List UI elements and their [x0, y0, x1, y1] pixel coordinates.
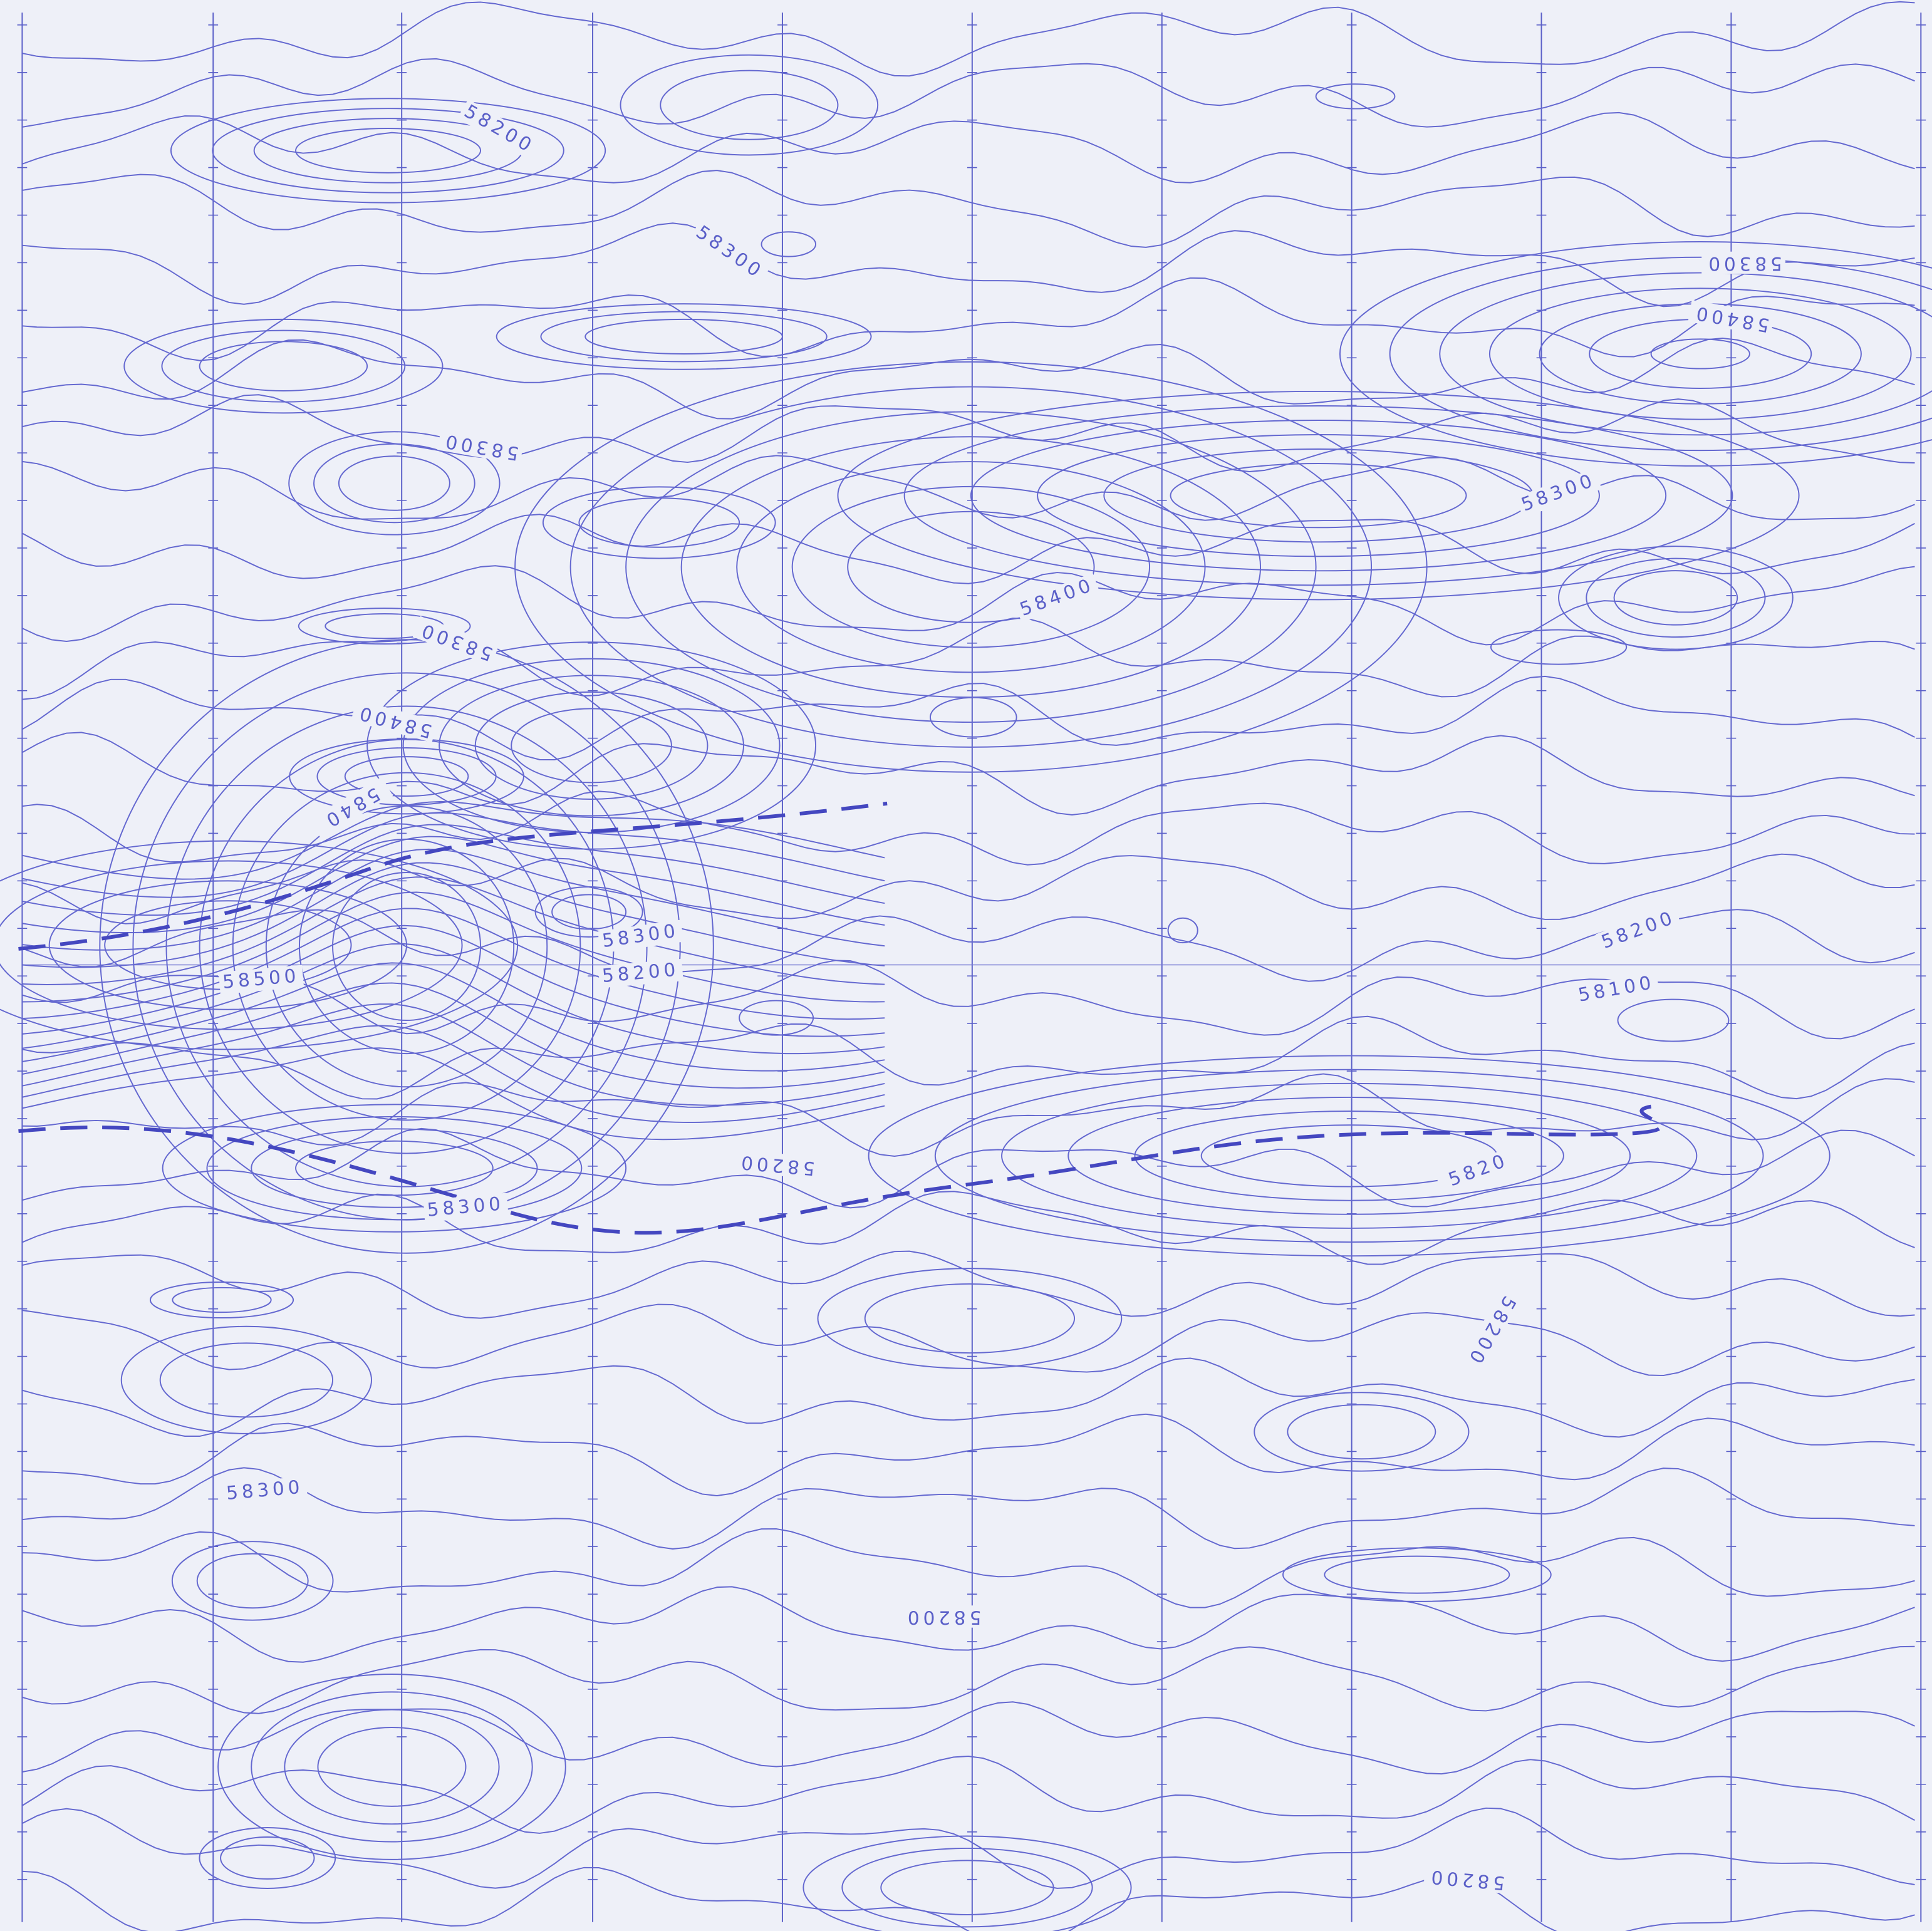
contour-map: 5820058300583005840058300583005840058405… [0, 0, 1932, 1931]
contour-label: 58300 [1705, 253, 1782, 274]
contour-label: 58200 [904, 1607, 981, 1628]
page: Contour map html, body { margin: 0; padd… [0, 0, 1932, 1931]
body: {"labels": ["58200", "58300", "58300", "… [0, 0, 1932, 1931]
